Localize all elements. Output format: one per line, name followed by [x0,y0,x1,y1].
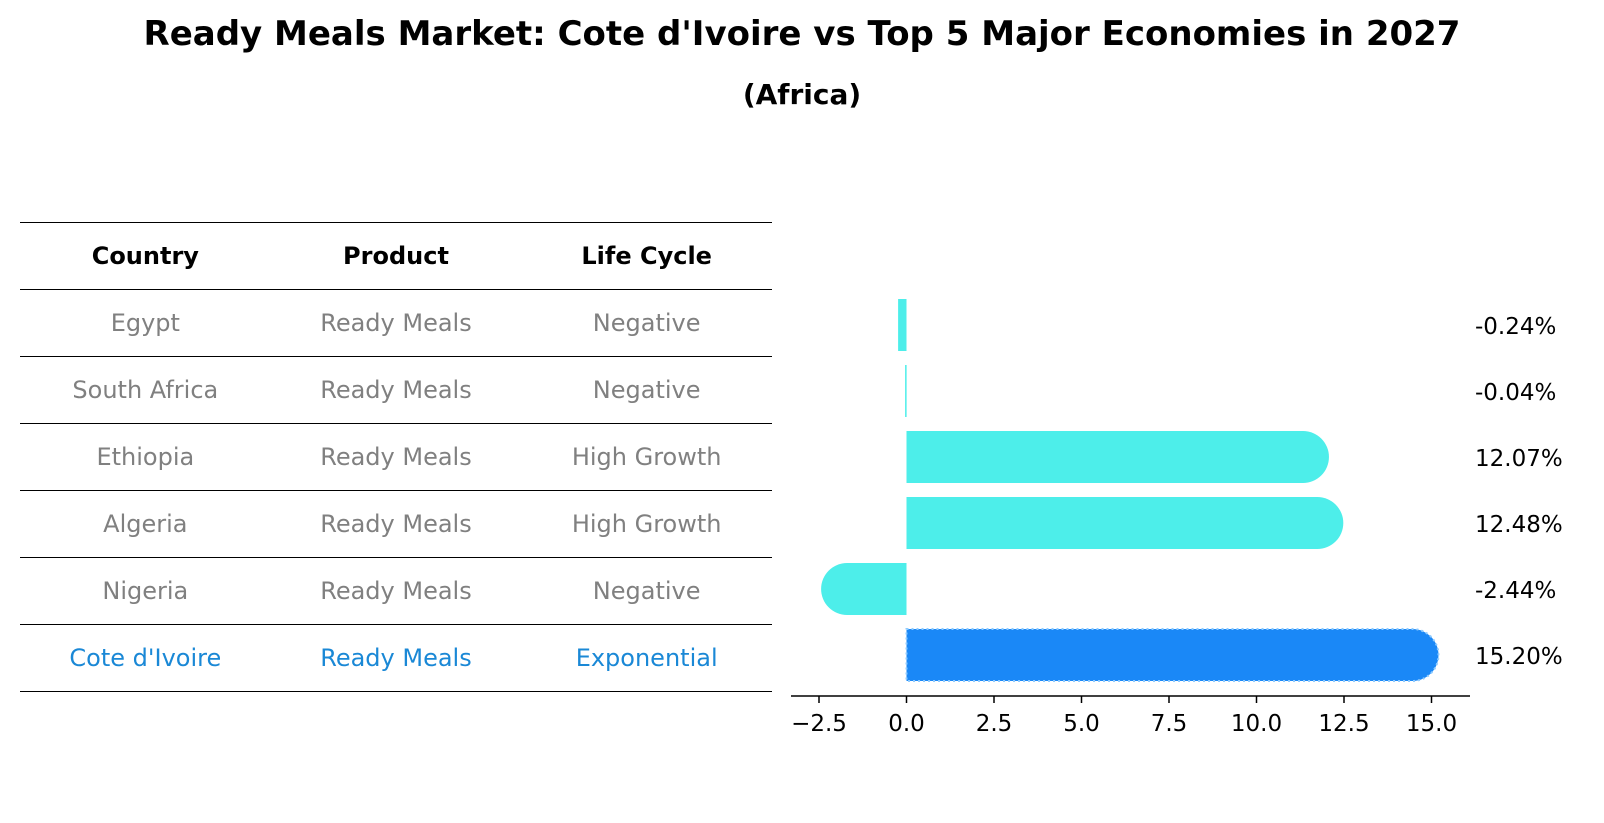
x-tick-label: −2.5 [791,711,847,737]
x-tick-label: 0.0 [888,711,925,737]
cell-life-cycle: Negative [521,289,772,357]
bar-value-label: -2.44% [1475,578,1556,604]
cell-country: Algeria [20,490,271,558]
cell-country: Cote d'Ivoire [20,624,271,692]
cell-life-cycle: High Growth [521,423,772,491]
table-row: Nigeria Ready Meals Negative [20,557,772,625]
x-tick-label: 15.0 [1406,711,1457,737]
cell-product: Ready Meals [270,557,522,625]
x-axis: −2.5 0.0 2.5 5.0 7.5 10.0 12.5 15.0 [791,695,1470,737]
table-row: Egypt Ready Meals Negative [20,289,772,357]
cell-country: Egypt [20,289,271,357]
bar-value-label: 12.07% [1475,446,1563,472]
table-row-highlighted: Cote d'Ivoire Ready Meals Exponential [20,624,772,692]
column-header-product: Product [270,222,522,290]
bar-shape [905,628,1440,682]
x-tick-label: 5.0 [1063,711,1100,737]
column-header-country: Country [20,222,271,290]
cell-country: South Africa [20,356,271,424]
cell-product: Ready Meals [270,289,522,357]
table-header-row: Country Product Life Cycle [20,222,772,290]
value-labels-group: -0.24% -0.04% 12.07% 12.48% -2.44% 15.20% [1475,314,1563,670]
cell-life-cycle: High Growth [521,490,772,558]
comparison-table: Country Product Life Cycle Egypt Ready M… [20,222,772,692]
bar-shape [906,431,1329,483]
bar-nigeria [821,563,907,615]
cell-life-cycle: Negative [521,557,772,625]
bar-egypt [898,299,907,351]
table-row: Ethiopia Ready Meals High Growth [20,423,772,491]
bar-value-label: -0.24% [1475,314,1556,340]
column-header-life-cycle: Life Cycle [521,222,772,290]
chart-subtitle: (Africa) [742,78,862,111]
bar-south-africa [905,365,907,417]
cell-product: Ready Meals [270,423,522,491]
bar-shape [905,365,907,417]
cell-life-cycle: Negative [521,356,772,424]
cell-country: Ethiopia [20,423,271,491]
bar-algeria [906,497,1344,549]
bar-cote-d-ivoire [905,628,1440,682]
cell-life-cycle: Exponential [521,624,772,692]
bar-value-label: 12.48% [1475,512,1563,538]
chart-title: Ready Meals Market: Cote d'Ivoire vs Top… [143,14,1461,54]
x-tick-label: 10.0 [1231,711,1282,737]
bars-group [821,299,1440,682]
x-tick-label: 7.5 [1151,711,1188,737]
x-tick-label: 2.5 [976,711,1013,737]
bar-ethiopia [906,431,1329,483]
bar-shape [906,497,1344,549]
cell-country: Nigeria [20,557,271,625]
cell-product: Ready Meals [270,624,522,692]
bar-value-label: -0.04% [1475,380,1556,406]
bar-shape [898,299,907,351]
x-tick-label: 12.5 [1318,711,1369,737]
bar-shape [821,563,907,615]
cell-product: Ready Meals [270,356,522,424]
table-row: South Africa Ready Meals Negative [20,356,772,424]
table-row: Algeria Ready Meals High Growth [20,490,772,558]
bar-value-label: 15.20% [1475,644,1563,670]
cell-product: Ready Meals [270,490,522,558]
